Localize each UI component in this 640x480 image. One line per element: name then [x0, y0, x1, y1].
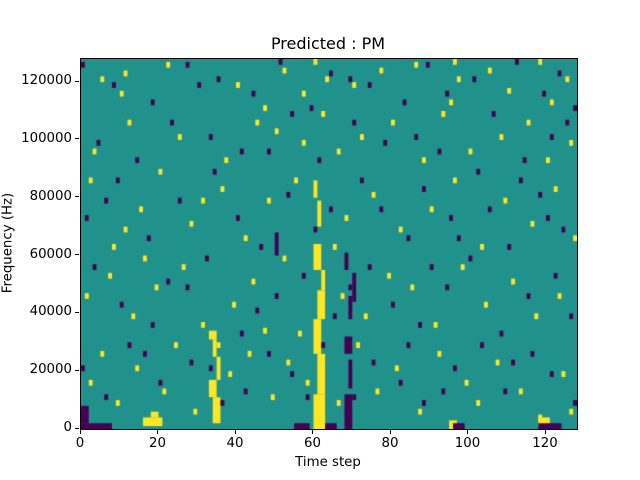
- y-axis-label: Frequency (Hz): [0, 192, 16, 294]
- x-tick-mark: [312, 430, 313, 434]
- y-tick-label: 0: [63, 420, 72, 435]
- y-tick-label: 40000: [29, 304, 72, 320]
- y-tick-mark: [75, 427, 79, 429]
- x-tick-label: 120: [532, 436, 558, 451]
- y-tick-mark: [75, 138, 79, 140]
- x-tick-mark: [467, 430, 468, 434]
- x-tick-mark: [79, 430, 81, 434]
- plot-area: [80, 58, 578, 430]
- y-tick-label: 20000: [29, 362, 72, 378]
- chart-title: Predicted : PM: [270, 34, 386, 53]
- heatmap-canvas: [81, 59, 577, 429]
- x-tick-label: 100: [454, 436, 481, 451]
- y-tick-label: 120000: [21, 73, 72, 89]
- y-tick-label: 100000: [21, 130, 72, 146]
- y-tick-label: 60000: [29, 246, 72, 262]
- y-tick-mark: [75, 80, 79, 82]
- x-tick-mark: [234, 430, 236, 434]
- x-axis-label: Time step: [295, 455, 361, 470]
- x-tick-label: 80: [381, 436, 399, 451]
- y-tick-mark: [75, 369, 79, 371]
- x-tick-label: 20: [149, 436, 166, 451]
- y-tick-mark: [75, 254, 79, 256]
- x-tick-mark: [389, 430, 391, 434]
- y-tick-mark: [75, 311, 79, 313]
- x-tick-label: 60: [304, 436, 321, 451]
- x-tick-mark: [544, 430, 546, 434]
- y-tick-mark: [75, 196, 79, 198]
- x-tick-label: 0: [75, 436, 85, 451]
- x-tick-mark: [157, 430, 158, 434]
- y-tick-label: 80000: [29, 188, 72, 204]
- x-tick-label: 40: [226, 436, 244, 451]
